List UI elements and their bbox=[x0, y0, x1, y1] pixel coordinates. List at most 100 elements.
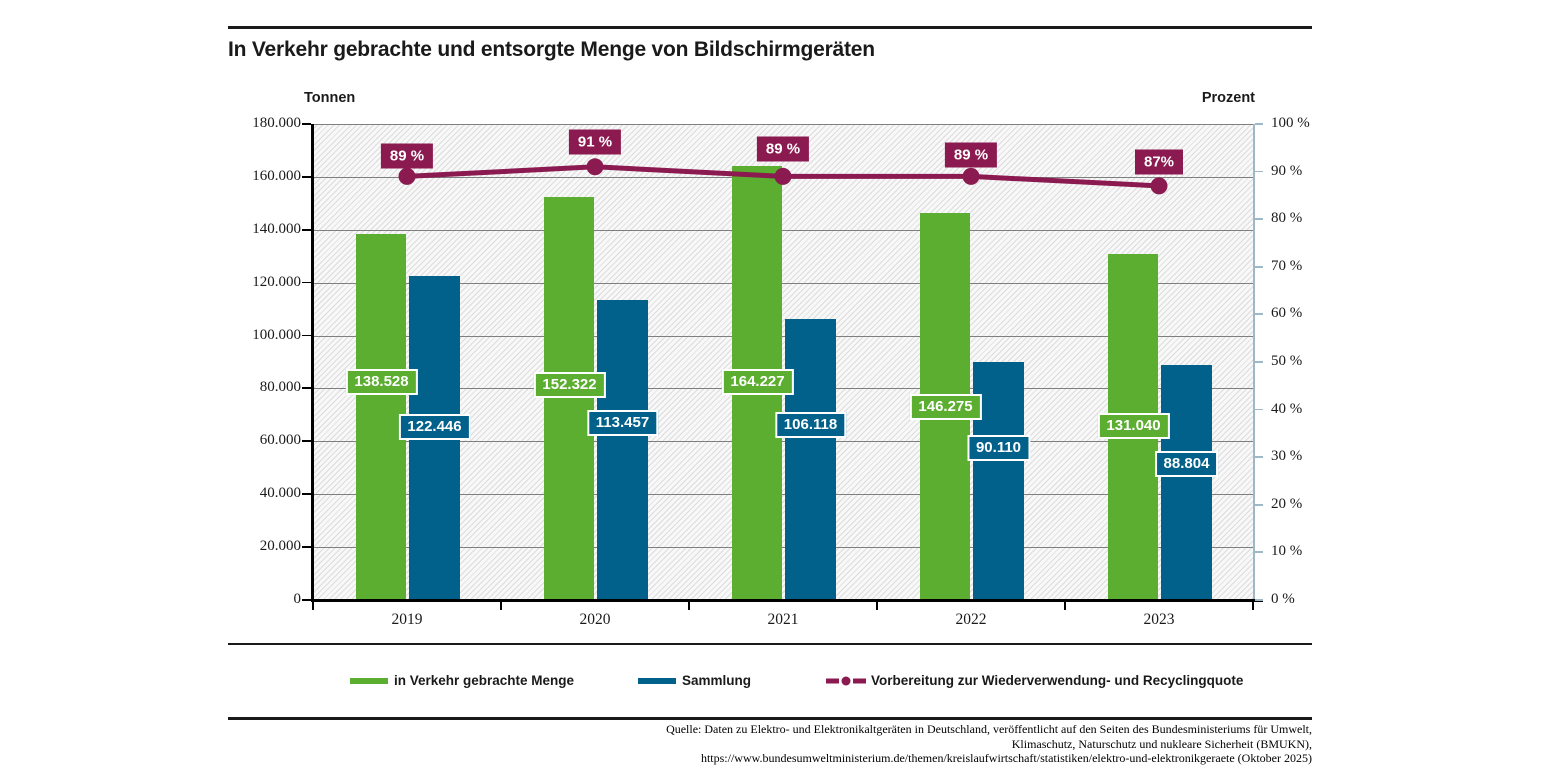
x-tick-mark bbox=[312, 602, 314, 610]
value-label-sammlung-2023: 88.804 bbox=[1154, 451, 1219, 477]
quote-point-2019 bbox=[398, 167, 416, 185]
source-note: Quelle: Daten zu Elektro- und Elektronik… bbox=[500, 722, 1312, 766]
line-layer bbox=[313, 124, 1253, 600]
right-tick-mark bbox=[1255, 170, 1263, 173]
bar-sammlung-2021 bbox=[785, 319, 836, 600]
right-axis-title: Prozent bbox=[1201, 90, 1255, 106]
bar-sammlung-2023 bbox=[1161, 365, 1212, 600]
page-title: In Verkehr gebrachte und entsorgte Menge… bbox=[228, 38, 875, 61]
source-line-3: https://www.bundesumweltministerium.de/t… bbox=[700, 751, 1312, 766]
legend-swatch-quote-line bbox=[826, 675, 866, 687]
quote-point-2020 bbox=[586, 158, 604, 176]
right-tick-label: 0 % bbox=[1271, 591, 1295, 607]
bottom-axis-line bbox=[311, 599, 1263, 602]
pct-label-2023: 87% bbox=[1134, 149, 1184, 175]
right-tick-mark bbox=[1255, 123, 1263, 125]
right-tick-mark bbox=[1255, 361, 1263, 363]
x-tick-mark bbox=[1064, 602, 1066, 610]
bottom-rule bbox=[228, 717, 1312, 720]
gridline bbox=[313, 335, 1253, 337]
legend-label-in-verkehr: in Verkehr gebrachte Menge bbox=[394, 673, 575, 688]
value-label-in-verkehr-2019: 138.528 bbox=[345, 369, 418, 395]
right-tick-label: 10 % bbox=[1271, 543, 1303, 560]
legend-label-sammlung: Sammlung bbox=[682, 673, 752, 688]
right-tick-label: 60 % bbox=[1271, 305, 1303, 322]
source-line-1: Quelle: Daten zu Elektro- und Elektronik… bbox=[666, 722, 1312, 736]
left-tick-label: 0 bbox=[293, 591, 302, 607]
left-tick-label: 120.000 bbox=[252, 273, 301, 290]
value-label-sammlung-2019: 122.446 bbox=[398, 414, 471, 440]
right-tick-label: 30 % bbox=[1271, 448, 1303, 465]
pct-label-2020: 91 % bbox=[568, 129, 622, 155]
x-axis-label-2020: 2020 bbox=[579, 611, 611, 628]
gridline bbox=[313, 229, 1253, 231]
top-rule bbox=[228, 26, 1312, 29]
right-tick-mark bbox=[1255, 456, 1263, 458]
bar-in-verkehr-2020 bbox=[544, 197, 594, 600]
right-tick-mark bbox=[1255, 503, 1263, 506]
right-tick-mark bbox=[1255, 551, 1263, 554]
left-tick-mark bbox=[302, 440, 311, 443]
left-tick-mark bbox=[302, 387, 311, 390]
quote-point-2021 bbox=[774, 167, 792, 185]
right-tick-mark bbox=[1255, 408, 1263, 411]
quote-point-2022 bbox=[962, 167, 980, 185]
pct-label-2021: 89 % bbox=[756, 136, 810, 162]
left-axis-line bbox=[311, 124, 314, 602]
quote-point-2023 bbox=[1150, 177, 1168, 195]
bar-sammlung-2020 bbox=[597, 300, 648, 600]
left-tick-mark bbox=[302, 175, 311, 178]
left-tick-mark bbox=[302, 546, 311, 548]
left-tick-label: 140.000 bbox=[252, 220, 301, 237]
left-tick-mark bbox=[302, 228, 311, 231]
right-tick-mark bbox=[1255, 218, 1263, 220]
right-tick-label: 90 % bbox=[1271, 162, 1303, 179]
value-label-in-verkehr-2022: 146.275 bbox=[909, 394, 982, 420]
x-axis-label-2019: 2019 bbox=[391, 611, 423, 628]
gridline bbox=[313, 547, 1253, 549]
left-tick-label: 20.000 bbox=[259, 538, 301, 555]
right-tick-label: 100 % bbox=[1271, 115, 1310, 131]
gridline bbox=[313, 441, 1253, 443]
right-axis-line bbox=[1253, 124, 1255, 602]
recycling-quote-line bbox=[398, 158, 1168, 195]
right-tick-label: 70 % bbox=[1271, 257, 1303, 274]
left-tick-label: 160.000 bbox=[252, 167, 301, 184]
legend-label-quote: Vorbereitung zur Wiederverwendung- und R… bbox=[871, 673, 1244, 688]
left-tick-mark bbox=[302, 493, 311, 495]
x-axis-label-2023: 2023 bbox=[1143, 611, 1175, 628]
value-label-in-verkehr-2021: 164.227 bbox=[721, 369, 794, 395]
left-axis-title: Tonnen bbox=[304, 90, 356, 106]
gridline bbox=[313, 124, 1253, 125]
right-tick-mark bbox=[1255, 313, 1263, 316]
right-tick-label: 50 % bbox=[1271, 353, 1303, 369]
left-tick-mark bbox=[302, 123, 311, 125]
left-tick-mark bbox=[302, 281, 311, 284]
left-tick-label: 60.000 bbox=[259, 432, 301, 449]
gridline bbox=[313, 494, 1253, 496]
right-tick-mark bbox=[1255, 265, 1263, 268]
source-line-2: Klimaschutz, Naturschutz und nukleare Si… bbox=[1011, 736, 1312, 751]
bar-in-verkehr-2019 bbox=[356, 233, 406, 600]
line-dot-line-glyph bbox=[826, 676, 866, 686]
x-tick-mark bbox=[500, 602, 502, 610]
value-label-sammlung-2020: 113.457 bbox=[586, 410, 659, 436]
x-axis-label-2022: 2022 bbox=[955, 611, 987, 628]
right-tick-label: 40 % bbox=[1271, 400, 1303, 417]
legend-swatch-in-verkehr bbox=[350, 678, 388, 684]
pct-label-2019: 89 % bbox=[380, 143, 434, 169]
left-tick-mark bbox=[302, 599, 311, 601]
left-tick-label: 180.000 bbox=[252, 115, 301, 131]
value-label-sammlung-2022: 90.110 bbox=[966, 435, 1031, 461]
value-label-in-verkehr-2023: 131.040 bbox=[1097, 413, 1170, 439]
value-label-in-verkehr-2020: 152.322 bbox=[533, 372, 606, 398]
left-tick-label: 100.000 bbox=[252, 326, 301, 343]
right-tick-label: 80 % bbox=[1271, 210, 1303, 227]
mid-rule bbox=[228, 643, 1312, 645]
left-tick-label: 80.000 bbox=[259, 379, 301, 396]
x-tick-mark bbox=[876, 602, 878, 610]
pct-label-2022: 89 % bbox=[944, 142, 998, 168]
left-tick-label: 40.000 bbox=[259, 485, 301, 502]
right-tick-mark bbox=[1255, 599, 1263, 601]
